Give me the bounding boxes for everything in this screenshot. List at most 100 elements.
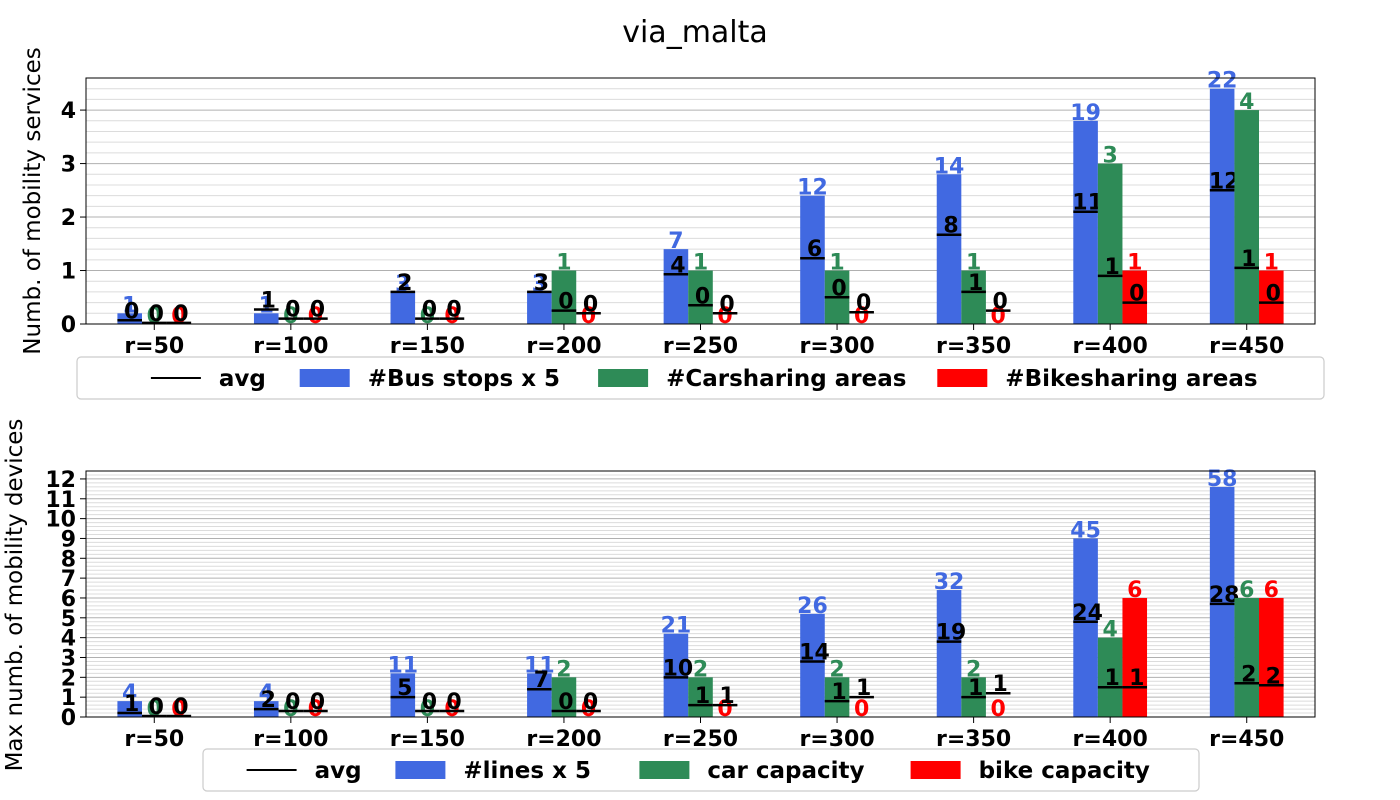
bar-value-label: 6 — [1127, 578, 1142, 603]
bar-value-label: 1 — [556, 251, 571, 276]
x-tick-label: r=200 — [526, 334, 601, 359]
bar-car — [688, 270, 713, 324]
avg-value-label: 0 — [558, 290, 573, 315]
bar-bus — [117, 313, 142, 324]
y-tick-label: 1 — [61, 260, 76, 285]
legend-label: avg — [315, 758, 362, 784]
bar-value-label: 11 — [387, 653, 418, 678]
y-axis-label: Numb. of mobility services — [20, 47, 46, 354]
legend-box — [202, 748, 1200, 792]
bar-car — [1234, 597, 1260, 717]
bar-value-label: 26 — [797, 594, 828, 619]
legend-label: #Bikesharing areas — [1005, 366, 1257, 392]
y-tick-label: 4 — [61, 99, 76, 124]
bar-value-label: 32 — [934, 570, 965, 595]
y-tick-label: 1 — [61, 686, 76, 711]
bar-bus — [253, 313, 279, 324]
x-tick-label: r=150 — [390, 727, 465, 752]
avg-value-label: 2 — [261, 688, 276, 713]
bar-bike — [1122, 270, 1148, 324]
y-tick-label: 7 — [61, 567, 76, 592]
avg-value-label: 0 — [173, 302, 188, 327]
bar-value-label: 1 — [259, 293, 274, 318]
avg-value-label: 6 — [807, 237, 822, 262]
avg-value-label: 3 — [534, 271, 549, 296]
avg-value-label: 2 — [1241, 662, 1256, 687]
legend-swatch — [598, 369, 649, 387]
bar-bike — [1122, 597, 1148, 717]
legend-box — [76, 356, 1325, 400]
bar-value-label: 0 — [991, 697, 1006, 722]
y-axis-label: Max numb. of mobility devices — [2, 419, 28, 772]
avg-value-label: 0 — [310, 690, 325, 715]
legend-label: #lines x 5 — [463, 758, 591, 784]
legend-swatch — [639, 761, 690, 779]
legend-label: bike capacity — [979, 758, 1150, 784]
bar-bus — [390, 673, 416, 717]
plot-frame — [85, 77, 1316, 325]
plot-frame — [85, 470, 1316, 718]
avg-value-label: 0 — [558, 690, 573, 715]
bar-value-label: 1 — [693, 251, 708, 276]
avg-value-label: 0 — [719, 292, 734, 317]
bar-value-label: 21 — [661, 614, 692, 639]
legend-swatch — [937, 369, 988, 387]
bar-value-label: 3 — [1103, 144, 1118, 169]
avg-value-label: 0 — [124, 299, 139, 324]
y-tick-label: 9 — [61, 527, 76, 552]
x-tick-label: r=50 — [124, 727, 184, 752]
bar-value-label: 4 — [122, 681, 137, 706]
bar-value-label: 22 — [1207, 69, 1238, 94]
bar-car — [551, 270, 577, 324]
avg-value-label: 14 — [799, 640, 830, 665]
bar-value-label: 2 — [966, 657, 981, 682]
legend-label: car capacity — [707, 758, 864, 784]
x-tick-label: r=300 — [799, 334, 874, 359]
avg-value-label: 1 — [993, 672, 1008, 697]
y-tick-label: 2 — [61, 206, 76, 231]
bar-value-label: 0 — [308, 304, 323, 329]
bar-value-label: 0 — [444, 697, 459, 722]
avg-value-label: 1 — [968, 271, 983, 296]
bar-bus — [1073, 538, 1098, 717]
avg-value-label: 1 — [1129, 666, 1144, 691]
bar-value-label: 19 — [1070, 101, 1101, 126]
bar-car — [1097, 163, 1123, 324]
avg-value-label: 0 — [583, 690, 598, 715]
bar-value-label: 12 — [797, 176, 828, 201]
bar-car — [1097, 637, 1123, 717]
avg-value-label: 7 — [534, 668, 549, 693]
bar-value-label: 0 — [444, 304, 459, 329]
bar-value-label: 0 — [581, 697, 596, 722]
y-tick-label: 5 — [61, 607, 76, 632]
bar-value-label: 2 — [693, 657, 708, 682]
bar-bus — [527, 291, 552, 324]
avg-value-label: 1 — [968, 676, 983, 701]
x-tick-label: r=200 — [526, 727, 601, 752]
y-tick-label: 11 — [45, 488, 76, 513]
avg-value-label: 10 — [663, 656, 694, 681]
bar-bus — [936, 590, 962, 717]
avg-value-label: 0 — [446, 298, 461, 323]
x-tick-label: r=350 — [936, 727, 1011, 752]
x-tick-label: r=350 — [936, 334, 1011, 359]
x-tick-label: r=400 — [1073, 727, 1148, 752]
legend: avg #Bus stops x 5 #Carsharing areas #Bikes… — [76, 356, 1325, 400]
bar-value-label: 45 — [1070, 518, 1101, 543]
y-tick-label: 10 — [45, 508, 76, 533]
avg-value-label: 4 — [670, 253, 685, 278]
bar-value-label: 11 — [524, 653, 555, 678]
x-tick-label: r=100 — [253, 727, 328, 752]
bar-value-label: 2 — [829, 657, 844, 682]
avg-value-label: 0 — [583, 292, 598, 317]
bar-bike — [1259, 597, 1284, 717]
legend-swatch — [910, 761, 961, 779]
avg-value-label: 1 — [1241, 247, 1256, 272]
bar-bike — [1259, 270, 1284, 324]
bar-value-label: 4 — [259, 681, 274, 706]
bar-value-label: 6 — [1239, 578, 1254, 603]
legend-label: avg — [219, 366, 266, 392]
x-tick-label: r=450 — [1209, 334, 1284, 359]
